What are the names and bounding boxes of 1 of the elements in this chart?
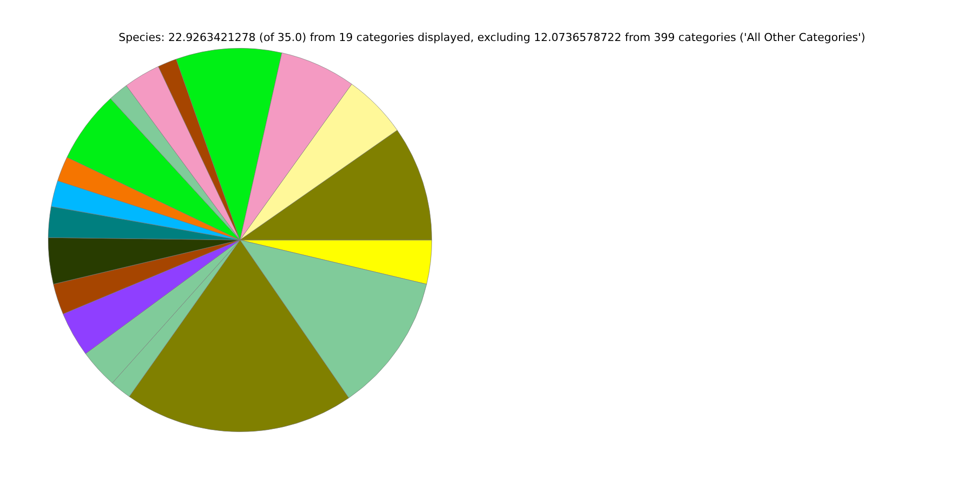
text: Species: 22.9263421278 (of 35.0) from 19 categories displayed, excluding 12.0736578722 from 399 categories ('All Other Categories') <box>118 30 866 44</box>
